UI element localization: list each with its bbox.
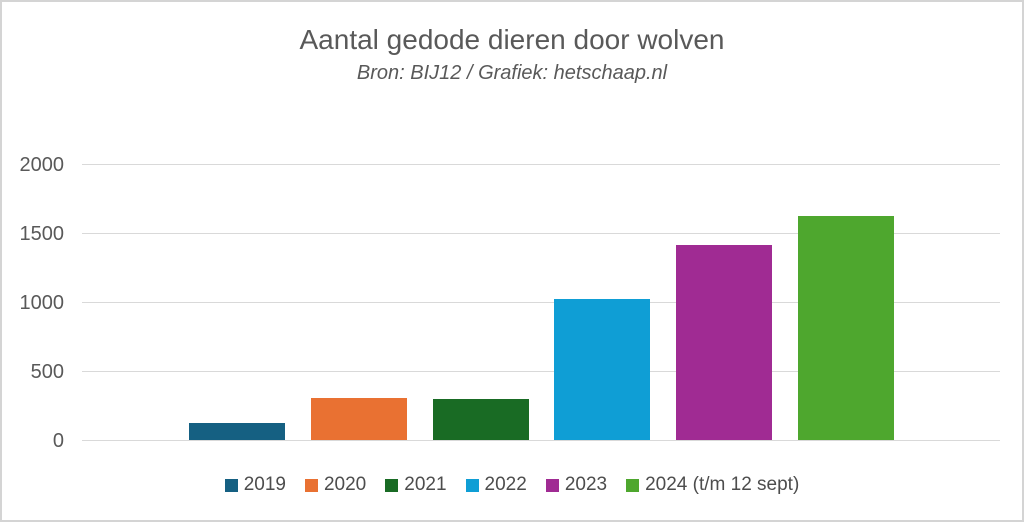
gridline-y-0: [82, 440, 1000, 441]
bar-2022: [554, 299, 650, 440]
y-axis-tick-label: 0: [52, 430, 64, 452]
legend-item-2019: 2019: [224, 473, 286, 497]
legend-item-2021: 2021: [385, 473, 447, 497]
legend-label: 2020: [323, 474, 367, 495]
legend-swatch-icon: [385, 478, 399, 492]
legend-label: 2023: [564, 474, 608, 495]
y-axis-tick-label: 2000: [19, 154, 65, 176]
y-axis-tick-label: 1000: [19, 292, 65, 314]
legend-item-2023: 2023: [545, 473, 608, 497]
bar-2019: [189, 423, 285, 440]
chart-title: Aantal gedode dieren door wolven: [299, 24, 725, 55]
bar-2020: [311, 398, 407, 440]
legend-label: 2021: [404, 474, 447, 495]
bar-2021: [433, 399, 529, 440]
gridline-y-1500: [82, 233, 1000, 234]
gridline-y-2000: [82, 164, 1000, 165]
bar-2023: [676, 245, 772, 440]
y-axis-tick-label: 1500: [19, 223, 65, 245]
legend-item-2020: 2020: [304, 473, 367, 497]
legend-swatch-icon: [304, 478, 318, 492]
gridline-y-1000: [82, 302, 1000, 303]
gridline-y-500: [82, 371, 1000, 372]
legend-swatch-icon: [545, 478, 559, 492]
y-axis-tick-label: 500: [30, 361, 64, 383]
legend-label: 2024 (t/m 12 sept): [645, 474, 800, 495]
legend-label: 2019: [243, 474, 286, 495]
legend-swatch-icon: [465, 478, 479, 492]
legend-item-2024: 2024 (t/m 12 sept): [626, 473, 799, 497]
legend-item-2022: 2022: [465, 473, 527, 497]
chart-subtitle: Bron: BIJ12 / Grafiek: hetschaap.nl: [356, 62, 668, 84]
legend-label: 2022: [484, 474, 527, 495]
legend-swatch-icon: [626, 478, 640, 492]
legend: 2019 2020 2021 2022 2023 2024 (t/m 12 sept): [2, 473, 1022, 497]
bar-2024: [798, 216, 894, 440]
legend-swatch-icon: [224, 478, 238, 492]
